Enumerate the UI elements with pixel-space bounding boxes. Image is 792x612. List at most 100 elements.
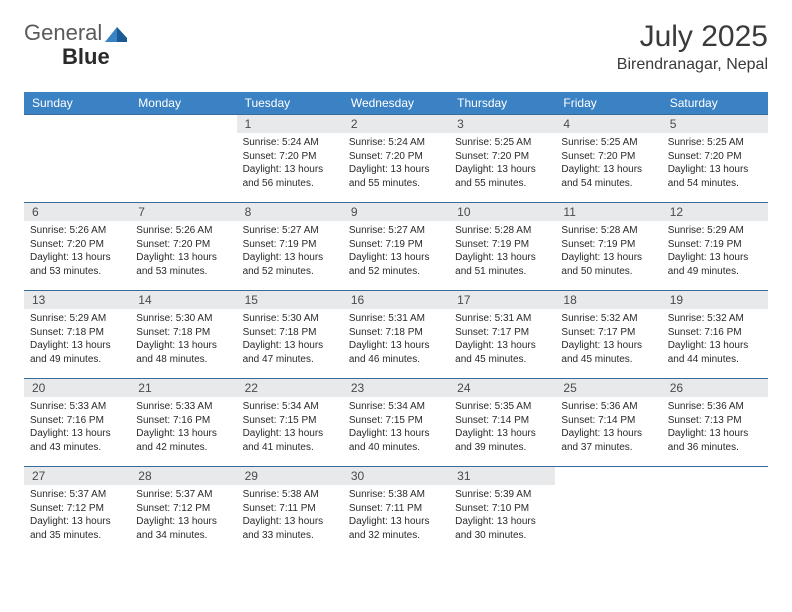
daylight-text: Daylight: 13 hours and 45 minutes. xyxy=(561,339,655,366)
sunset-text: Sunset: 7:20 PM xyxy=(349,150,443,164)
month-title: July 2025 xyxy=(617,20,768,54)
calendar-cell-28: 28Sunrise: 5:37 AMSunset: 7:12 PMDayligh… xyxy=(130,466,236,554)
daylight-text: Daylight: 13 hours and 30 minutes. xyxy=(455,515,549,542)
day-content: Sunrise: 5:35 AMSunset: 7:14 PMDaylight:… xyxy=(449,397,555,460)
sunrise-text: Sunrise: 5:36 AM xyxy=(668,400,762,414)
sunrise-text: Sunrise: 5:24 AM xyxy=(243,136,337,150)
day-content: Sunrise: 5:33 AMSunset: 7:16 PMDaylight:… xyxy=(24,397,130,460)
sunrise-text: Sunrise: 5:29 AM xyxy=(30,312,124,326)
day-content: Sunrise: 5:29 AMSunset: 7:18 PMDaylight:… xyxy=(24,309,130,372)
calendar-cell-15: 15Sunrise: 5:30 AMSunset: 7:18 PMDayligh… xyxy=(237,290,343,378)
calendar-cell-13: 13Sunrise: 5:29 AMSunset: 7:18 PMDayligh… xyxy=(24,290,130,378)
sunset-text: Sunset: 7:20 PM xyxy=(136,238,230,252)
sunset-text: Sunset: 7:17 PM xyxy=(455,326,549,340)
daylight-text: Daylight: 13 hours and 36 minutes. xyxy=(668,427,762,454)
sunrise-text: Sunrise: 5:37 AM xyxy=(136,488,230,502)
calendar-header-sunday: Sunday xyxy=(24,92,130,114)
day-content: Sunrise: 5:30 AMSunset: 7:18 PMDaylight:… xyxy=(237,309,343,372)
calendar-cell-10: 10Sunrise: 5:28 AMSunset: 7:19 PMDayligh… xyxy=(449,202,555,290)
day-number: 20 xyxy=(24,379,130,397)
day-content: Sunrise: 5:36 AMSunset: 7:13 PMDaylight:… xyxy=(662,397,768,460)
daylight-text: Daylight: 13 hours and 33 minutes. xyxy=(243,515,337,542)
day-content: Sunrise: 5:34 AMSunset: 7:15 PMDaylight:… xyxy=(237,397,343,460)
daylight-text: Daylight: 13 hours and 34 minutes. xyxy=(136,515,230,542)
day-content: Sunrise: 5:28 AMSunset: 7:19 PMDaylight:… xyxy=(555,221,661,284)
calendar-body: 1Sunrise: 5:24 AMSunset: 7:20 PMDaylight… xyxy=(24,114,768,554)
day-content: Sunrise: 5:24 AMSunset: 7:20 PMDaylight:… xyxy=(237,133,343,196)
calendar-cell-empty xyxy=(662,466,768,554)
calendar-cell-14: 14Sunrise: 5:30 AMSunset: 7:18 PMDayligh… xyxy=(130,290,236,378)
day-content: Sunrise: 5:38 AMSunset: 7:11 PMDaylight:… xyxy=(343,485,449,548)
sunrise-text: Sunrise: 5:36 AM xyxy=(561,400,655,414)
sunrise-text: Sunrise: 5:33 AM xyxy=(136,400,230,414)
calendar-cell-19: 19Sunrise: 5:32 AMSunset: 7:16 PMDayligh… xyxy=(662,290,768,378)
day-content: Sunrise: 5:38 AMSunset: 7:11 PMDaylight:… xyxy=(237,485,343,548)
calendar-cell-8: 8Sunrise: 5:27 AMSunset: 7:19 PMDaylight… xyxy=(237,202,343,290)
day-number: 12 xyxy=(662,203,768,221)
calendar-cell-5: 5Sunrise: 5:25 AMSunset: 7:20 PMDaylight… xyxy=(662,114,768,202)
daylight-text: Daylight: 13 hours and 41 minutes. xyxy=(243,427,337,454)
daylight-text: Daylight: 13 hours and 49 minutes. xyxy=(30,339,124,366)
day-number: 16 xyxy=(343,291,449,309)
sunrise-text: Sunrise: 5:30 AM xyxy=(136,312,230,326)
sunset-text: Sunset: 7:19 PM xyxy=(349,238,443,252)
daylight-text: Daylight: 13 hours and 42 minutes. xyxy=(136,427,230,454)
day-content: Sunrise: 5:25 AMSunset: 7:20 PMDaylight:… xyxy=(449,133,555,196)
calendar-header-tuesday: Tuesday xyxy=(237,92,343,114)
day-content: Sunrise: 5:32 AMSunset: 7:17 PMDaylight:… xyxy=(555,309,661,372)
calendar-cell-18: 18Sunrise: 5:32 AMSunset: 7:17 PMDayligh… xyxy=(555,290,661,378)
daylight-text: Daylight: 13 hours and 52 minutes. xyxy=(243,251,337,278)
day-number: 5 xyxy=(662,115,768,133)
daylight-text: Daylight: 13 hours and 53 minutes. xyxy=(136,251,230,278)
sunrise-text: Sunrise: 5:31 AM xyxy=(455,312,549,326)
day-number: 26 xyxy=(662,379,768,397)
calendar-cell-empty xyxy=(24,114,130,202)
sunrise-text: Sunrise: 5:38 AM xyxy=(349,488,443,502)
sunset-text: Sunset: 7:20 PM xyxy=(668,150,762,164)
sunset-text: Sunset: 7:19 PM xyxy=(561,238,655,252)
sunset-text: Sunset: 7:17 PM xyxy=(561,326,655,340)
sunset-text: Sunset: 7:20 PM xyxy=(30,238,124,252)
daylight-text: Daylight: 13 hours and 54 minutes. xyxy=(668,163,762,190)
calendar-cell-7: 7Sunrise: 5:26 AMSunset: 7:20 PMDaylight… xyxy=(130,202,236,290)
day-number: 11 xyxy=(555,203,661,221)
calendar-cell-31: 31Sunrise: 5:39 AMSunset: 7:10 PMDayligh… xyxy=(449,466,555,554)
calendar-cell-2: 2Sunrise: 5:24 AMSunset: 7:20 PMDaylight… xyxy=(343,114,449,202)
calendar-cell-4: 4Sunrise: 5:25 AMSunset: 7:20 PMDaylight… xyxy=(555,114,661,202)
calendar-cell-12: 12Sunrise: 5:29 AMSunset: 7:19 PMDayligh… xyxy=(662,202,768,290)
daylight-text: Daylight: 13 hours and 52 minutes. xyxy=(349,251,443,278)
sunrise-text: Sunrise: 5:26 AM xyxy=(30,224,124,238)
logo-text-1: General xyxy=(24,20,102,46)
day-number: 23 xyxy=(343,379,449,397)
day-content: Sunrise: 5:26 AMSunset: 7:20 PMDaylight:… xyxy=(130,221,236,284)
day-number: 9 xyxy=(343,203,449,221)
calendar-header-thursday: Thursday xyxy=(449,92,555,114)
sunrise-text: Sunrise: 5:38 AM xyxy=(243,488,337,502)
day-number: 24 xyxy=(449,379,555,397)
calendar-header-monday: Monday xyxy=(130,92,236,114)
day-content: Sunrise: 5:29 AMSunset: 7:19 PMDaylight:… xyxy=(662,221,768,284)
sunset-text: Sunset: 7:11 PM xyxy=(243,502,337,516)
sunset-text: Sunset: 7:13 PM xyxy=(668,414,762,428)
day-number: 17 xyxy=(449,291,555,309)
day-content: Sunrise: 5:31 AMSunset: 7:18 PMDaylight:… xyxy=(343,309,449,372)
sunrise-text: Sunrise: 5:30 AM xyxy=(243,312,337,326)
day-number: 3 xyxy=(449,115,555,133)
sunset-text: Sunset: 7:14 PM xyxy=(455,414,549,428)
day-content: Sunrise: 5:36 AMSunset: 7:14 PMDaylight:… xyxy=(555,397,661,460)
calendar-cell-22: 22Sunrise: 5:34 AMSunset: 7:15 PMDayligh… xyxy=(237,378,343,466)
day-content: Sunrise: 5:34 AMSunset: 7:15 PMDaylight:… xyxy=(343,397,449,460)
sunset-text: Sunset: 7:20 PM xyxy=(561,150,655,164)
day-content: Sunrise: 5:26 AMSunset: 7:20 PMDaylight:… xyxy=(24,221,130,284)
calendar-cell-27: 27Sunrise: 5:37 AMSunset: 7:12 PMDayligh… xyxy=(24,466,130,554)
daylight-text: Daylight: 13 hours and 39 minutes. xyxy=(455,427,549,454)
sunrise-text: Sunrise: 5:28 AM xyxy=(561,224,655,238)
sunrise-text: Sunrise: 5:37 AM xyxy=(30,488,124,502)
sunset-text: Sunset: 7:18 PM xyxy=(349,326,443,340)
daylight-text: Daylight: 13 hours and 37 minutes. xyxy=(561,427,655,454)
sunrise-text: Sunrise: 5:34 AM xyxy=(349,400,443,414)
calendar-cell-empty xyxy=(130,114,236,202)
calendar-cell-29: 29Sunrise: 5:38 AMSunset: 7:11 PMDayligh… xyxy=(237,466,343,554)
day-number: 7 xyxy=(130,203,236,221)
calendar-cell-23: 23Sunrise: 5:34 AMSunset: 7:15 PMDayligh… xyxy=(343,378,449,466)
